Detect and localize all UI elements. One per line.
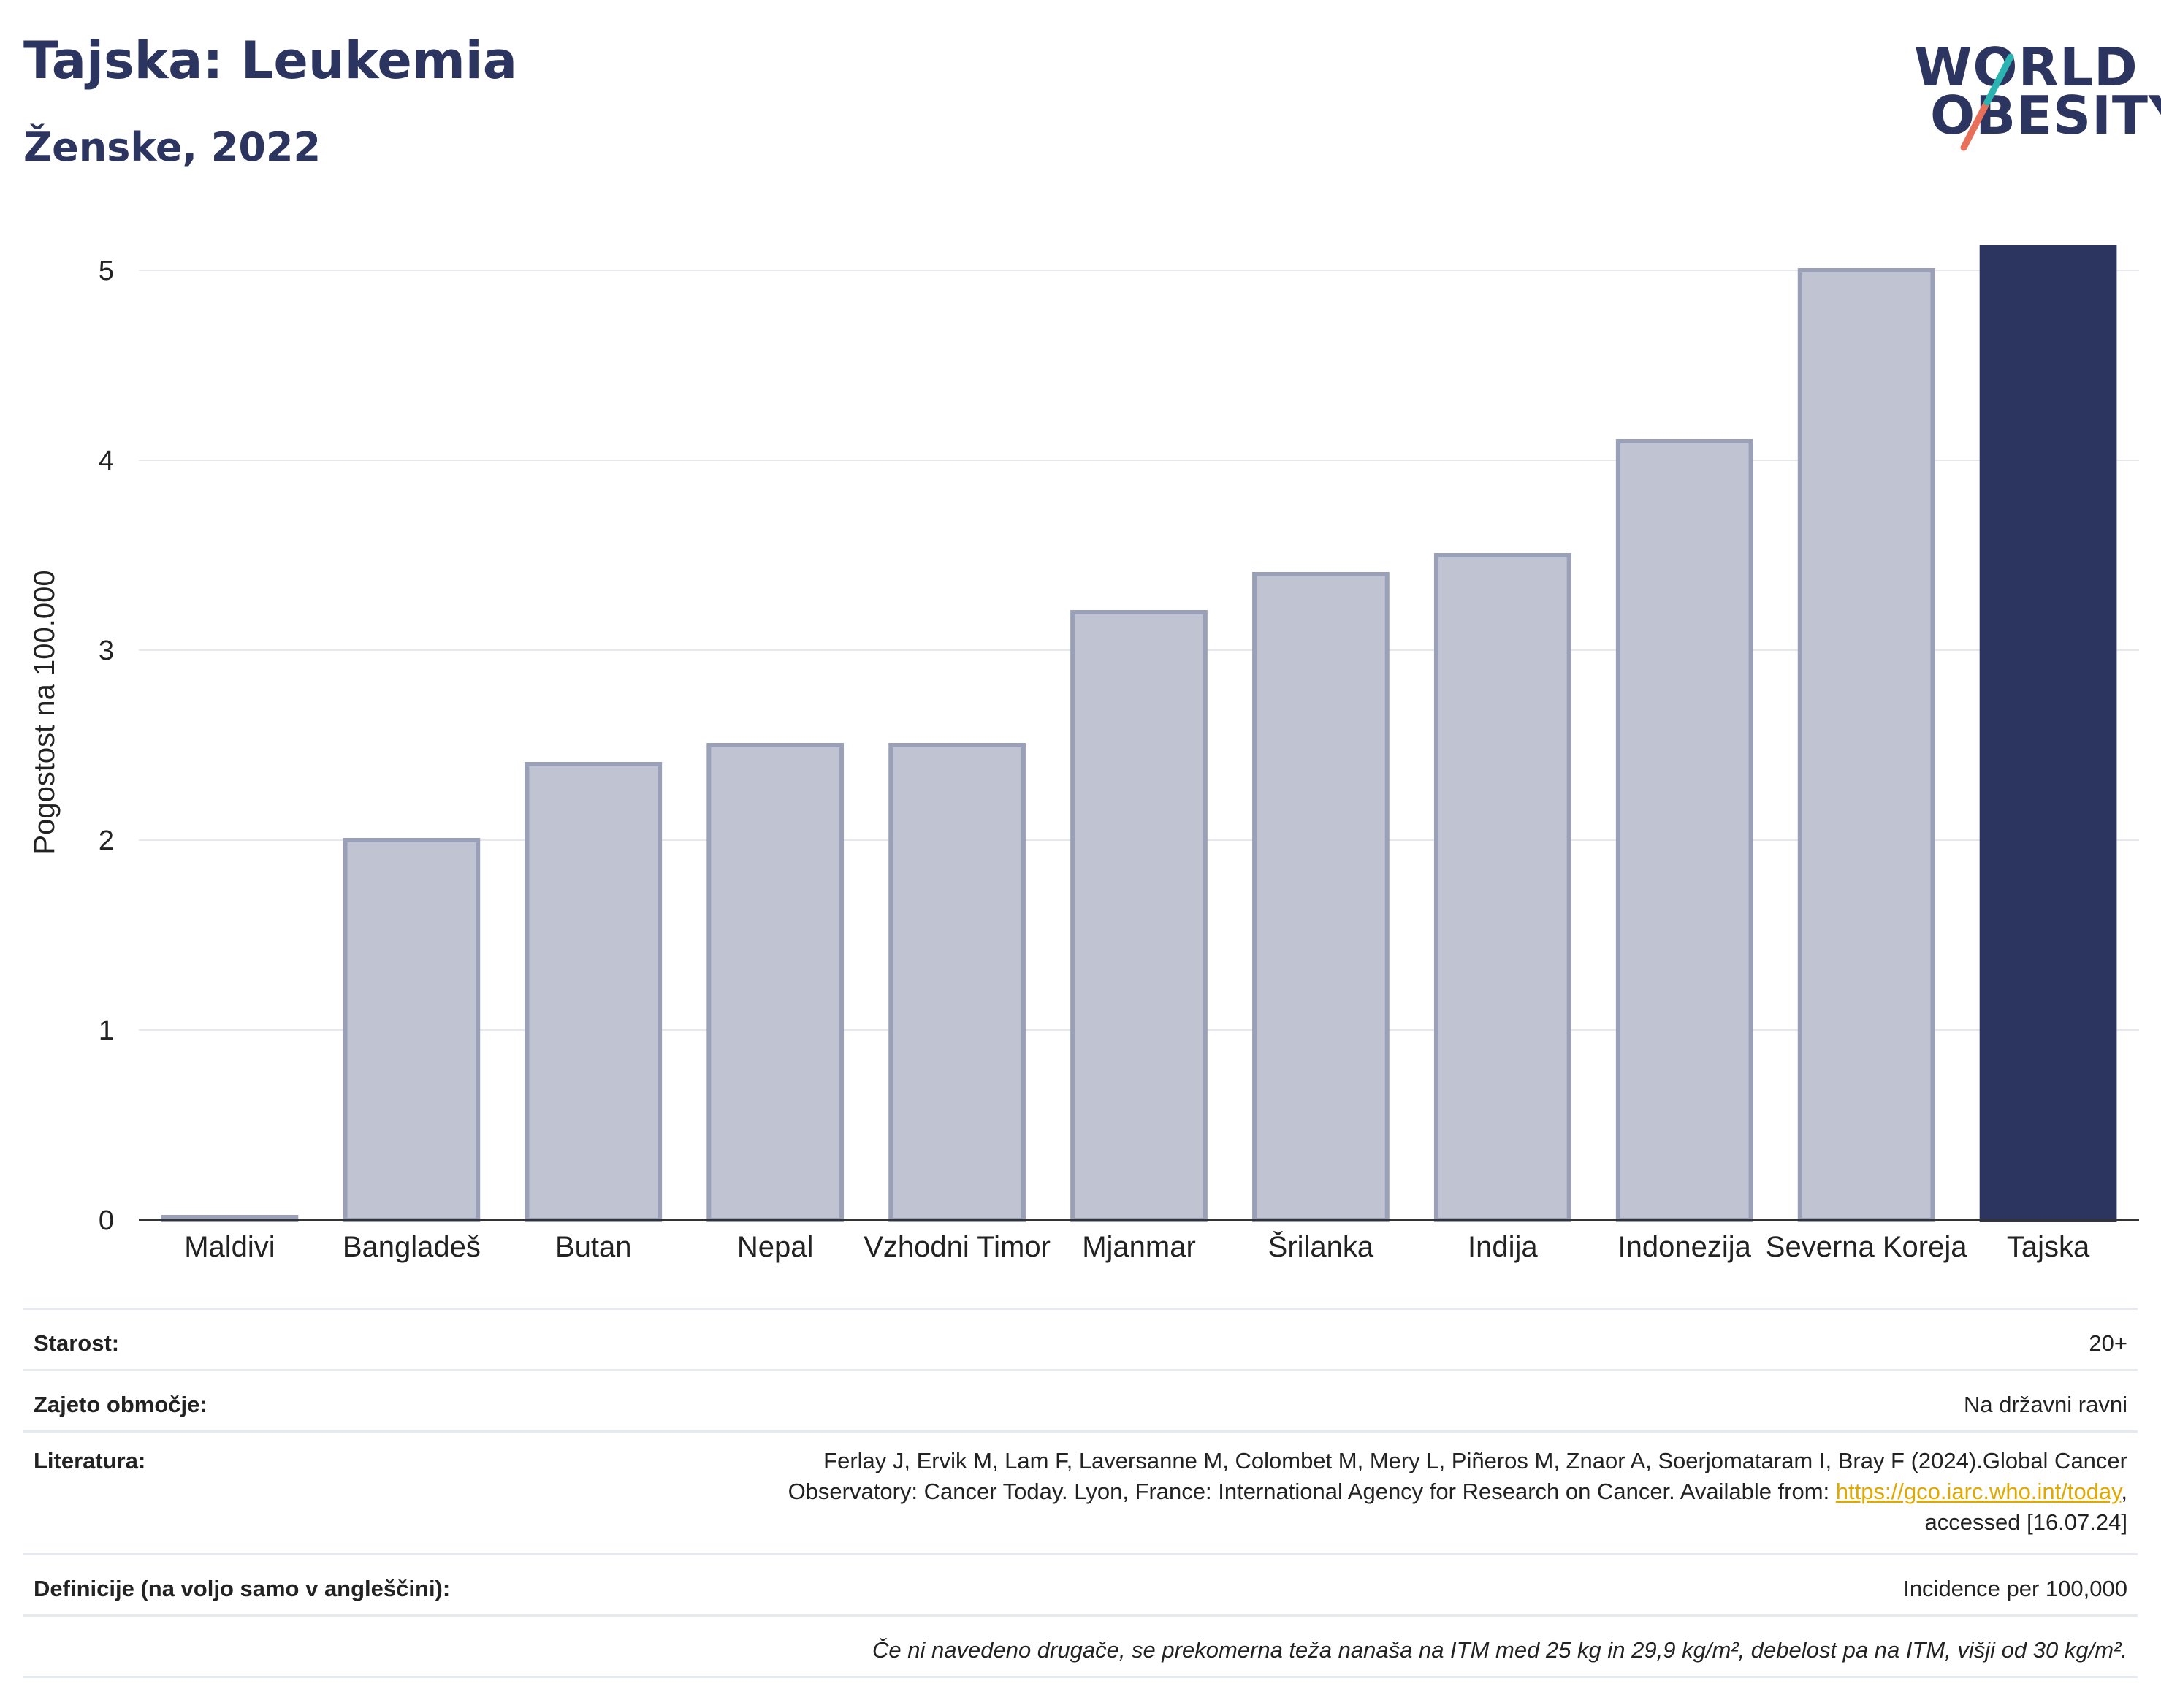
literature-line-2: Observatory: Cancer Today. Lyon, France:… <box>788 1479 1836 1504</box>
chart-title: Tajska: Leukemia <box>23 31 518 91</box>
literature-line-3: accessed [16.07.24] <box>1924 1509 2127 1535</box>
x-tick-label: Butan <box>555 1231 632 1263</box>
table-bottom-divider <box>23 1676 2138 1678</box>
bar-šrilanka <box>1252 572 1390 1222</box>
literature-link[interactable]: https://gco.iarc.who.int/today <box>1835 1479 2122 1504</box>
y-axis-label: Pogostost na 100.000 <box>28 570 61 854</box>
y-tick-label: 4 <box>99 446 114 476</box>
definitions-row: Definicije (na voljo samo v angleščini):… <box>23 1553 2138 1614</box>
bar-vzhodni-timor <box>888 743 1026 1222</box>
logo-line-1: WORLD <box>1914 37 2138 98</box>
axes: 0 1 2 3 4 5 Maldivi Bangladeš Butan Nepal Vzhodni … <box>99 256 2139 1263</box>
coverage-label: Zajeto območje: <box>34 1392 207 1417</box>
bar-bangladeš <box>343 838 481 1222</box>
literature-line-2-end: , <box>2121 1479 2127 1504</box>
literature-label: Literatura: <box>34 1448 146 1473</box>
x-tick-label: Vzhodni Timor <box>864 1231 1051 1263</box>
definitions-value: Incidence per 100,000 <box>1903 1576 2127 1601</box>
y-tick-label: 1 <box>99 1015 114 1046</box>
y-tick-label: 5 <box>99 256 114 286</box>
y-tick-label: 3 <box>99 636 114 666</box>
bars <box>161 245 2117 1222</box>
x-tick-label: Severna Koreja <box>1766 1231 1967 1263</box>
x-tick-label: Mjanmar <box>1082 1231 1196 1263</box>
coverage-row: Zajeto območje: Na državni ravni <box>23 1369 2138 1430</box>
info-table: Starost: 20+ Zajeto območje: Na državni … <box>23 1308 2138 1678</box>
x-tick-label: Bangladeš <box>343 1231 481 1263</box>
y-tick-label: 0 <box>99 1205 114 1236</box>
x-tick-label: Nepal <box>737 1231 814 1263</box>
coverage-value: Na državni ravni <box>1964 1392 2127 1417</box>
bar-chart: 0 1 2 3 4 5 Maldivi Bangladeš Butan Nepal Vzhodni … <box>28 245 2139 1263</box>
x-tick-label: Indonezija <box>1618 1231 1752 1263</box>
bar-indonezija <box>1615 439 1753 1222</box>
literature-row: Literatura: Ferlay J, Ervik M, Lam F, La… <box>23 1430 2138 1553</box>
x-tick-label: Indija <box>1468 1231 1538 1263</box>
world-obesity-logo: WORLD OBESITY <box>1907 29 2161 161</box>
bar-tajska <box>1979 245 2117 1222</box>
bar-severna-koreja <box>1797 268 1935 1222</box>
bar-indija <box>1433 553 1571 1222</box>
age-row: Starost: 20+ <box>23 1308 2138 1369</box>
note-row: Če ni navedeno drugače, se prekomerna te… <box>23 1614 2138 1676</box>
logo-slash-icon <box>1960 53 2014 151</box>
age-value: 20+ <box>2089 1330 2127 1356</box>
chart-subtitle: Ženske, 2022 <box>23 124 321 170</box>
literature-line-1: Ferlay J, Ervik M, Lam F, Laversanne M, … <box>823 1448 2127 1473</box>
overweight-note: Če ni navedeno drugače, se prekomerna te… <box>872 1637 2127 1663</box>
y-tick-label: 2 <box>99 826 114 856</box>
x-tick-label: Maldivi <box>184 1231 275 1263</box>
x-tick-label: Tajska <box>2007 1231 2090 1263</box>
bar-nepal <box>706 743 845 1222</box>
x-tick-label: Šrilanka <box>1268 1230 1374 1263</box>
bar-mjanmar <box>1070 610 1208 1222</box>
definitions-label: Definicije (na voljo samo v angleščini): <box>34 1576 451 1601</box>
age-label: Starost: <box>34 1330 120 1356</box>
bar-butan <box>525 762 663 1222</box>
literature-value: Ferlay J, Ervik M, Lam F, Laversanne M, … <box>788 1446 2127 1538</box>
